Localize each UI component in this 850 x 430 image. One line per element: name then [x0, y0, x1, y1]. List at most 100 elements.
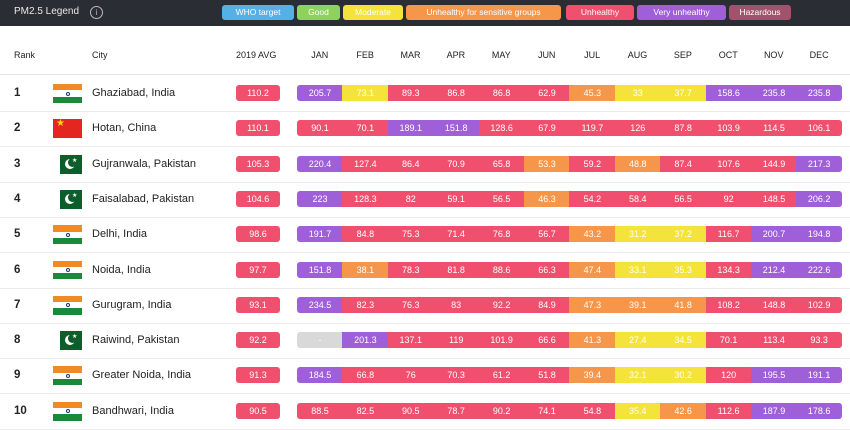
- india-flag-icon: [53, 225, 82, 245]
- month-value-jan: 191.7: [297, 226, 343, 243]
- legend-hazardous[interactable]: Hazardous: [729, 5, 791, 20]
- month-value-sep: 87.8: [660, 120, 707, 137]
- city-name[interactable]: Delhi, India: [92, 228, 148, 241]
- month-value-feb: 127.4: [342, 155, 389, 172]
- pakistan-flag-icon: ★: [53, 331, 82, 351]
- city-name[interactable]: Noida, India: [92, 263, 151, 276]
- month-value-sep: 30.2: [660, 367, 707, 384]
- month-value-oct: 134.3: [705, 261, 752, 278]
- table-row[interactable]: 4 ★ Faisalabad, Pakistan 104.6 223 128.3 82 59.…: [0, 182, 850, 218]
- rank-number: 2: [14, 122, 21, 135]
- header-month-oct[interactable]: OCT: [718, 50, 738, 60]
- table-row[interactable]: 1 Ghaziabad, India 110.2 205.7 73.1 89.3 86.8 8…: [0, 76, 850, 112]
- month-value-mar: 86.4: [387, 155, 434, 172]
- legend-good[interactable]: Good: [297, 5, 340, 20]
- legend-moderate[interactable]: Moderate: [343, 5, 403, 20]
- city-name[interactable]: Raiwind, Pakistan: [92, 334, 180, 347]
- month-value-oct: 107.6: [705, 155, 752, 172]
- city-name[interactable]: Ghaziabad, India: [92, 87, 176, 99]
- legend-usg[interactable]: Unhealthy for sensitive groups: [406, 5, 561, 20]
- table-row[interactable]: 9 Greater Noida, India 91.3 184.5 66.8 76 70.3…: [0, 358, 850, 395]
- info-icon[interactable]: i: [90, 6, 103, 19]
- header-month-sep[interactable]: SEP: [673, 50, 692, 60]
- annual-average: 110.2: [236, 85, 280, 101]
- month-value-jun: 67.9: [524, 120, 570, 137]
- month-value-oct: 120: [705, 367, 752, 384]
- table-row[interactable]: 3 ★ Gujranwala, Pakistan 105.3 220.4 127.4 86.…: [0, 147, 850, 183]
- annual-average: 110.1: [236, 120, 280, 137]
- month-value-sep: 87.4: [660, 155, 707, 172]
- annual-average: 97.7: [236, 261, 280, 278]
- month-value-may: 65.8: [478, 155, 525, 172]
- month-value-feb: 73.1: [342, 85, 389, 101]
- legend-who-target[interactable]: WHO target: [222, 5, 294, 20]
- month-value-jan: 151.8: [297, 261, 343, 278]
- table-row[interactable]: 8 ★ Raiwind, Pakistan 92.2-201.3 137.1 119 101…: [0, 323, 850, 360]
- month-value-apr: 83: [433, 296, 480, 313]
- header-month-may[interactable]: MAY: [491, 50, 511, 60]
- month-value-nov: 148.5: [751, 190, 797, 207]
- city-name[interactable]: Gujranwala, Pakistan: [92, 157, 196, 170]
- month-value-aug: 33.1: [614, 261, 661, 278]
- city-name[interactable]: Gurugram, India: [92, 298, 172, 311]
- city-name[interactable]: Bandhwari, India: [92, 404, 174, 417]
- header-month-apr[interactable]: APR: [446, 50, 466, 60]
- header-avg[interactable]: 2019 AVG: [236, 50, 277, 60]
- month-value-may: 76.8: [478, 226, 525, 243]
- month-value-nov: 195.5: [751, 367, 797, 384]
- month-value-dec: 178.6: [796, 402, 842, 419]
- rank-number: 10: [14, 404, 27, 417]
- city-name[interactable]: Faisalabad, Pakistan: [92, 192, 195, 205]
- month-value-jul: 47.3: [569, 296, 616, 313]
- table-row[interactable]: 10 Bandhwari, India 90.5 88.5 82.5 90.5 78.7 90…: [0, 394, 850, 430]
- month-value-dec: 194.8: [796, 226, 842, 243]
- month-value-apr: 151.8: [433, 120, 480, 137]
- month-value-nov: 113.4: [751, 332, 797, 349]
- month-value-sep: 34.5: [660, 332, 707, 349]
- month-value-sep: 37.7: [660, 85, 707, 101]
- month-value-oct: 116.7: [705, 226, 752, 243]
- month-value-feb: 82.5: [342, 402, 389, 419]
- header-month-dec[interactable]: DEC: [809, 50, 829, 60]
- month-value-jun: 84.9: [524, 296, 570, 313]
- header-month-jul[interactable]: JUL: [584, 50, 601, 60]
- annual-average: 90.5: [236, 402, 280, 419]
- month-value-may: 101.9: [478, 332, 525, 349]
- month-value-oct: 92: [705, 190, 752, 207]
- month-value-apr: 86.8: [433, 85, 480, 101]
- annual-average: 92.2: [236, 332, 280, 349]
- month-value-jan: 205.7: [297, 85, 343, 101]
- rank-number: 3: [14, 157, 21, 170]
- month-value-apr: 78.7: [433, 402, 480, 419]
- month-value-jun: 74.1: [524, 402, 570, 419]
- header-month-jan[interactable]: JAN: [311, 50, 329, 60]
- table-row[interactable]: 5 Delhi, India 98.6 191.7 84.8 75.3 71.4 76.8 56…: [0, 217, 850, 254]
- header-month-aug[interactable]: AUG: [627, 50, 648, 60]
- month-value-apr: 71.4: [433, 226, 480, 243]
- month-value-jan: 220.4: [297, 155, 343, 172]
- table-header: Rank City 2019 AVG JAN FEB MAR APR MAY JUN JUL…: [0, 26, 850, 75]
- header-month-feb[interactable]: FEB: [356, 50, 374, 60]
- header-month-nov[interactable]: NOV: [763, 50, 784, 60]
- legend-unhealthy[interactable]: Unhealthy: [566, 5, 634, 20]
- month-value-nov: 114.5: [751, 120, 797, 137]
- month-value-nov: 200.7: [751, 226, 797, 243]
- header-city[interactable]: City: [92, 50, 108, 60]
- header-month-mar[interactable]: MAR: [400, 50, 421, 60]
- table-row[interactable]: 2 ★ Hotan, China 110.1 90.1 70.1 189.1 151.8 128…: [0, 111, 850, 148]
- india-flag-icon: [53, 366, 82, 386]
- month-value-feb: 70.1: [342, 120, 389, 137]
- month-value-jul: 54.8: [569, 402, 616, 419]
- table-row[interactable]: 6 Noida, India 97.7 151.8 38.1 78.3 81.8 88.6 66…: [0, 253, 850, 289]
- month-value-sep: 41.8: [660, 296, 707, 313]
- header-rank[interactable]: Rank: [14, 50, 36, 60]
- month-value-jan: 90.1: [297, 120, 343, 137]
- month-value-apr: 59.1: [433, 190, 480, 207]
- legend-very-unhealthy[interactable]: Very unhealthy: [637, 5, 726, 20]
- header-month-jun[interactable]: JUN: [537, 50, 556, 60]
- rank-number: 6: [14, 263, 21, 276]
- city-name[interactable]: Hotan, China: [92, 122, 157, 135]
- city-name[interactable]: Greater Noida, India: [92, 369, 192, 382]
- pakistan-flag-icon: ★: [53, 154, 82, 174]
- table-row[interactable]: 7 Gurugram, India 93.1 234.5 82.3 76.3 83 92.2 8…: [0, 288, 850, 324]
